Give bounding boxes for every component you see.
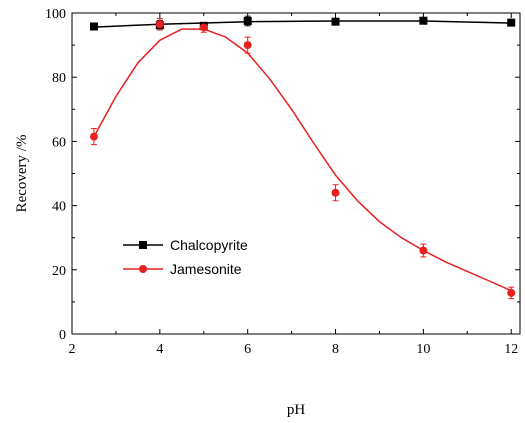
x-tick-label: 4 bbox=[156, 342, 163, 357]
chalcopyrite-marker bbox=[331, 17, 340, 26]
jamesonite-marker bbox=[243, 41, 252, 50]
x-tick-label: 10 bbox=[416, 342, 430, 357]
y-tick-labels: 0 20 40 60 80 100 bbox=[45, 7, 66, 343]
chalcopyrite-fit-line bbox=[93, 20, 512, 28]
error-bars bbox=[90, 15, 515, 300]
legend-jamesonite-marker bbox=[139, 265, 147, 273]
legend-chalcopyrite-label: Chalcopyrite bbox=[170, 237, 248, 253]
x-tick-label: 12 bbox=[504, 342, 518, 357]
x-tick-label: 8 bbox=[332, 342, 339, 357]
x-axis-title: pH bbox=[287, 402, 306, 418]
chalcopyrite-marker bbox=[507, 18, 516, 27]
y-tick-label: 0 bbox=[59, 328, 66, 343]
chalcopyrite-marker bbox=[243, 17, 252, 26]
jamesonite-marker bbox=[419, 246, 428, 255]
chalcopyrite-marker bbox=[419, 16, 428, 25]
legend: Chalcopyrite Jamesonite bbox=[123, 237, 248, 277]
y-axis-title: Recovery /% bbox=[14, 135, 30, 213]
fit-curves bbox=[93, 20, 512, 292]
y-tick-label: 60 bbox=[52, 135, 66, 150]
y-tick-label: 20 bbox=[52, 264, 66, 279]
jamesonite-marker bbox=[331, 188, 340, 197]
chalcopyrite-marker bbox=[89, 22, 98, 31]
x-tick-label: 2 bbox=[69, 342, 76, 357]
legend-jamesonite-label: Jamesonite bbox=[170, 261, 242, 277]
jamesonite-fit-line bbox=[93, 28, 512, 292]
jamesonite-marker bbox=[199, 23, 208, 32]
legend-chalcopyrite-marker bbox=[139, 241, 147, 249]
y-tick-label: 80 bbox=[52, 71, 66, 86]
y-tick-label: 100 bbox=[45, 7, 66, 22]
plot-frame bbox=[71, 12, 521, 335]
jamesonite-marker bbox=[89, 132, 98, 141]
y-tick-label: 40 bbox=[52, 200, 66, 215]
x-tick-labels: 2 4 6 8 10 12 bbox=[69, 342, 519, 357]
jamesonite-marker bbox=[507, 288, 516, 297]
x-tick-label: 6 bbox=[244, 342, 251, 357]
data-markers bbox=[89, 16, 516, 297]
jamesonite-marker bbox=[155, 20, 164, 29]
